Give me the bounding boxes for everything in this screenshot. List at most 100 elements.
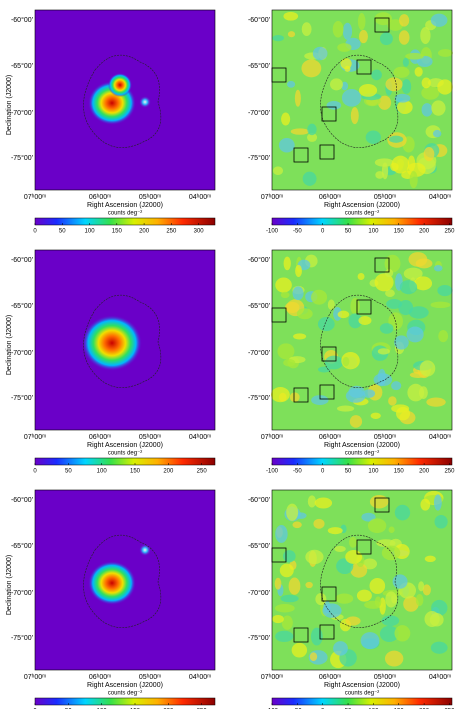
noise-patch	[285, 302, 300, 313]
y-tick-label: -65°00'	[11, 62, 33, 70]
colorbar-tick-label: 150	[394, 229, 405, 235]
noise-patch	[281, 113, 290, 126]
noise-patch	[311, 628, 323, 646]
noise-patch	[342, 89, 361, 107]
noise-patch	[431, 642, 448, 654]
noise-patch	[335, 594, 353, 604]
colorbar-tick-label: 150	[112, 229, 123, 235]
noise-patch	[359, 30, 368, 43]
noise-patch	[275, 631, 293, 642]
noise-patch	[431, 14, 448, 27]
colorbar-label: counts deg⁻²	[345, 691, 380, 697]
noise-patch	[295, 265, 302, 277]
colorbar-tick-label: 50	[59, 229, 66, 235]
noise-patch	[415, 67, 423, 77]
noise-patch	[288, 31, 295, 37]
y-tick-label: -60°00'	[11, 256, 33, 264]
noise-patch	[275, 277, 292, 292]
noise-patch	[358, 316, 371, 325]
noise-patch	[380, 323, 394, 334]
noise-patch	[394, 625, 410, 641]
colorbar	[35, 698, 215, 705]
noise-patch	[292, 643, 307, 658]
colorbar-tick-label: -100	[266, 229, 279, 235]
noise-patch	[420, 499, 430, 511]
noise-patch	[433, 130, 441, 137]
x-tick-label: 06ʰ00ᵐ	[89, 194, 111, 201]
noise-patch	[368, 518, 386, 533]
x-tick-label: 04ʰ00ᵐ	[429, 194, 451, 201]
noise-patch	[292, 522, 301, 529]
noise-patch	[410, 171, 418, 188]
y-tick-label: -70°00'	[248, 349, 270, 357]
noise-patch	[333, 641, 348, 656]
noise-patch	[301, 59, 321, 77]
colorbar-label: counts deg⁻²	[345, 211, 380, 217]
point-source	[139, 544, 151, 556]
noise-patch	[422, 77, 431, 88]
noise-patch	[311, 290, 327, 305]
noise-patch	[409, 306, 429, 318]
y-tick-label: -75°00'	[248, 394, 270, 402]
noise-patch	[350, 415, 362, 428]
noise-patch	[399, 14, 409, 27]
colorbar-tick-label: 250	[444, 469, 455, 475]
colorbar-tick-label: 50	[345, 469, 352, 475]
noise-patch	[289, 577, 301, 594]
x-axis-label: Right Ascension (J2000)	[87, 682, 163, 689]
noise-patch	[283, 550, 296, 562]
noise-patch	[359, 84, 377, 97]
noise-patch	[313, 47, 328, 61]
x-axis-label: Right Ascension (J2000)	[87, 202, 163, 209]
colorbar-tick-label: 0	[321, 469, 325, 475]
colorbar-tick-label: 250	[444, 229, 455, 235]
noise-patch	[409, 252, 428, 267]
noise-patch	[279, 138, 295, 153]
noise-patch	[426, 397, 445, 406]
noise-patch	[280, 564, 294, 578]
noise-patch	[438, 49, 453, 57]
noise-patch	[318, 367, 331, 373]
noise-patch	[283, 359, 295, 367]
y-tick-label: -65°00'	[248, 542, 270, 550]
noise-patch	[382, 546, 400, 561]
noise-patch	[284, 257, 291, 271]
noise-patch	[290, 392, 300, 402]
colorbar-tick-label: 0	[33, 469, 37, 475]
noise-patch	[363, 389, 375, 398]
noise-patch	[418, 581, 424, 591]
x-axis-label: Right Ascension (J2000)	[324, 442, 400, 449]
y-tick-label: -70°00'	[11, 349, 33, 357]
noise-patch	[434, 265, 443, 271]
y-tick-label: -60°00'	[248, 256, 270, 264]
y-tick-label: -75°00'	[248, 634, 270, 642]
x-tick-label: 04ʰ00ᵐ	[429, 674, 451, 681]
noise-patch	[330, 78, 343, 90]
colorbar-tick-label: 100	[85, 229, 96, 235]
x-tick-label: 04ʰ00ᵐ	[429, 434, 451, 441]
colorbar-tick-label: 0	[33, 229, 37, 235]
noise-patch	[334, 546, 345, 552]
noise-patch	[286, 504, 298, 521]
x-tick-label: 07ʰ00ᵐ	[261, 434, 283, 441]
y-tick-label: -70°00'	[248, 589, 270, 597]
y-tick-label: -75°00'	[11, 394, 33, 402]
y-tick-label: -65°00'	[11, 302, 33, 310]
colorbar-label: counts deg⁻²	[108, 211, 143, 217]
noise-patch	[337, 43, 351, 52]
x-axis-label: Right Ascension (J2000)	[324, 202, 400, 209]
y-axis-label: Declination (J2000)	[6, 315, 13, 375]
noise-patch	[346, 389, 366, 403]
noise-patch	[293, 333, 306, 339]
noise-patch	[402, 79, 411, 94]
point-source	[108, 73, 132, 97]
noise-patch	[322, 603, 341, 617]
noise-patch	[407, 326, 424, 342]
x-tick-label: 04ʰ00ᵐ	[189, 194, 211, 201]
noise-patch	[308, 495, 316, 507]
colorbar-label: counts deg⁻²	[108, 451, 143, 457]
